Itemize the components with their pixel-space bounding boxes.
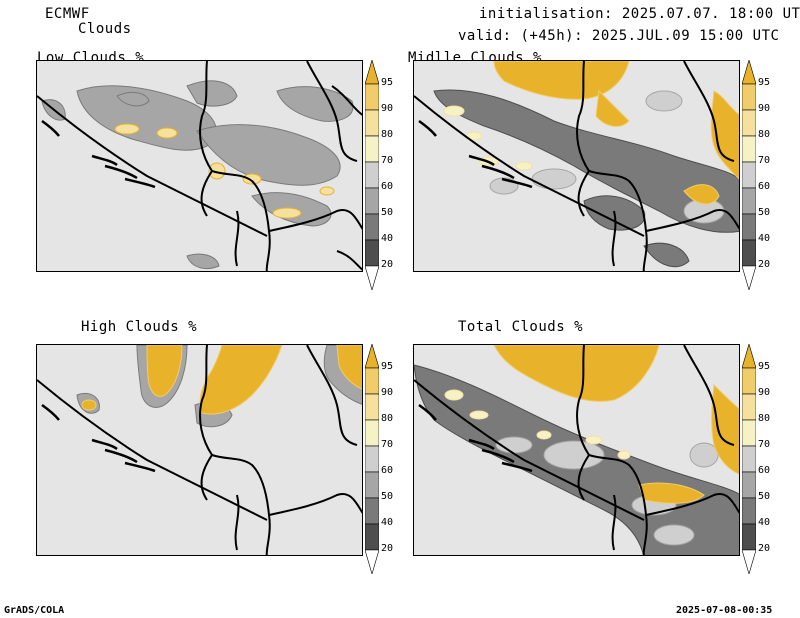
high-clouds-field: [37, 345, 362, 555]
colorbar-segment: [742, 344, 756, 369]
colorbar-segment: [365, 109, 379, 137]
colorbar-label: 90: [381, 387, 394, 398]
colorbar-label: 70: [381, 439, 394, 450]
colorbar-label: 60: [381, 465, 394, 476]
low-clouds-field: [37, 61, 362, 271]
colorbar-label: 95: [381, 361, 394, 372]
colorbar-segment: [365, 161, 379, 189]
total-clouds-map: [413, 344, 740, 556]
colorbar-segment: [742, 393, 756, 421]
middle-clouds-map: [413, 60, 740, 272]
colorbar-segment: [742, 60, 756, 85]
colorbar-segment: [365, 60, 379, 85]
colorbar-label: 80: [381, 129, 394, 140]
colorbar-segment: [742, 109, 756, 137]
colorbar-middle: 95 90 80 70 60 50 40 20: [742, 60, 770, 290]
colorbar-segment: [742, 213, 756, 241]
product-name: Clouds: [78, 21, 132, 37]
colorbar-label: 40: [381, 517, 394, 528]
colorbar-label: 70: [381, 155, 394, 166]
colorbar-low: 95 90 80 70 60 50 40 20: [365, 60, 393, 290]
colorbar-segment: [365, 213, 379, 241]
colorbar-label: 70: [758, 155, 771, 166]
colorbar-segment: [742, 419, 756, 447]
colorbar-label: 40: [758, 517, 771, 528]
colorbar-segment: [365, 135, 379, 163]
colorbar-label: 60: [758, 465, 771, 476]
colorbar-label: 95: [381, 77, 394, 88]
colorbar-segment: [742, 135, 756, 163]
model-name: ECMWF: [45, 6, 90, 22]
initialisation-time: initialisation: 2025.07.07. 18:00 UTC: [479, 6, 800, 22]
colorbar-segment: [742, 497, 756, 525]
colorbar-graphic: [742, 344, 756, 574]
colorbar-segment: [742, 549, 756, 574]
panel-title-high: High Clouds %: [81, 319, 198, 335]
valid-time: valid: (+45h): 2025.JUL.09 15:00 UTC: [458, 28, 780, 44]
colorbar-segment: [365, 344, 379, 369]
colorbar-segment: [365, 523, 379, 551]
colorbar-segment: [365, 549, 379, 574]
colorbar-total: 95 90 80 70 60 50 40 20: [742, 344, 770, 574]
colorbar-segment: [365, 445, 379, 473]
colorbar-segment: [742, 161, 756, 189]
colorbar-segment: [742, 367, 756, 395]
colorbar-label: 50: [758, 207, 771, 218]
colorbar-segment: [365, 419, 379, 447]
colorbar-label: 90: [381, 103, 394, 114]
colorbar-label: 80: [758, 413, 771, 424]
colorbar-segment: [365, 471, 379, 499]
colorbar-high: 95 90 80 70 60 50 40 20: [365, 344, 393, 574]
colorbar-label: 50: [758, 491, 771, 502]
colorbar-segment: [365, 83, 379, 111]
colorbar-segment: [365, 187, 379, 215]
colorbar-segment: [365, 497, 379, 525]
colorbar-label: 70: [758, 439, 771, 450]
colorbar-segment: [742, 471, 756, 499]
colorbar-label: 80: [381, 413, 394, 424]
colorbar-graphic: [742, 60, 756, 290]
colorbar-label: 80: [758, 129, 771, 140]
colorbar-graphic: [365, 60, 379, 290]
footer-software: GrADS/COLA: [4, 605, 65, 616]
colorbar-segment: [742, 187, 756, 215]
high-clouds-map: [36, 344, 363, 556]
colorbar-label: 40: [381, 233, 394, 244]
middle-clouds-field: [414, 61, 739, 271]
colorbar-segment: [742, 239, 756, 267]
colorbar-label: 20: [758, 543, 771, 554]
colorbar-label: 95: [758, 77, 771, 88]
colorbar-segment: [742, 523, 756, 551]
colorbar-label: 90: [758, 103, 771, 114]
colorbar-label: 95: [758, 361, 771, 372]
colorbar-segment: [365, 393, 379, 421]
colorbar-label: 20: [758, 259, 771, 270]
low-clouds-map: [36, 60, 363, 272]
colorbar-segment: [742, 265, 756, 290]
colorbar-label: 20: [381, 259, 394, 270]
colorbar-label: 50: [381, 207, 394, 218]
panel-title-total: Total Clouds %: [458, 319, 584, 335]
colorbar-segment: [742, 445, 756, 473]
colorbar-segment: [365, 239, 379, 267]
colorbar-label: 60: [758, 181, 771, 192]
colorbar-segment: [365, 265, 379, 290]
colorbar-label: 20: [381, 543, 394, 554]
colorbar-label: 60: [381, 181, 394, 192]
colorbar-segment: [365, 367, 379, 395]
colorbar-segment: [742, 83, 756, 111]
colorbar-label: 40: [758, 233, 771, 244]
colorbar-label: 90: [758, 387, 771, 398]
footer-timestamp: 2025-07-08-00:35: [676, 605, 773, 616]
colorbar-label: 50: [381, 491, 394, 502]
total-clouds-field: [414, 345, 739, 555]
colorbar-graphic: [365, 344, 379, 574]
